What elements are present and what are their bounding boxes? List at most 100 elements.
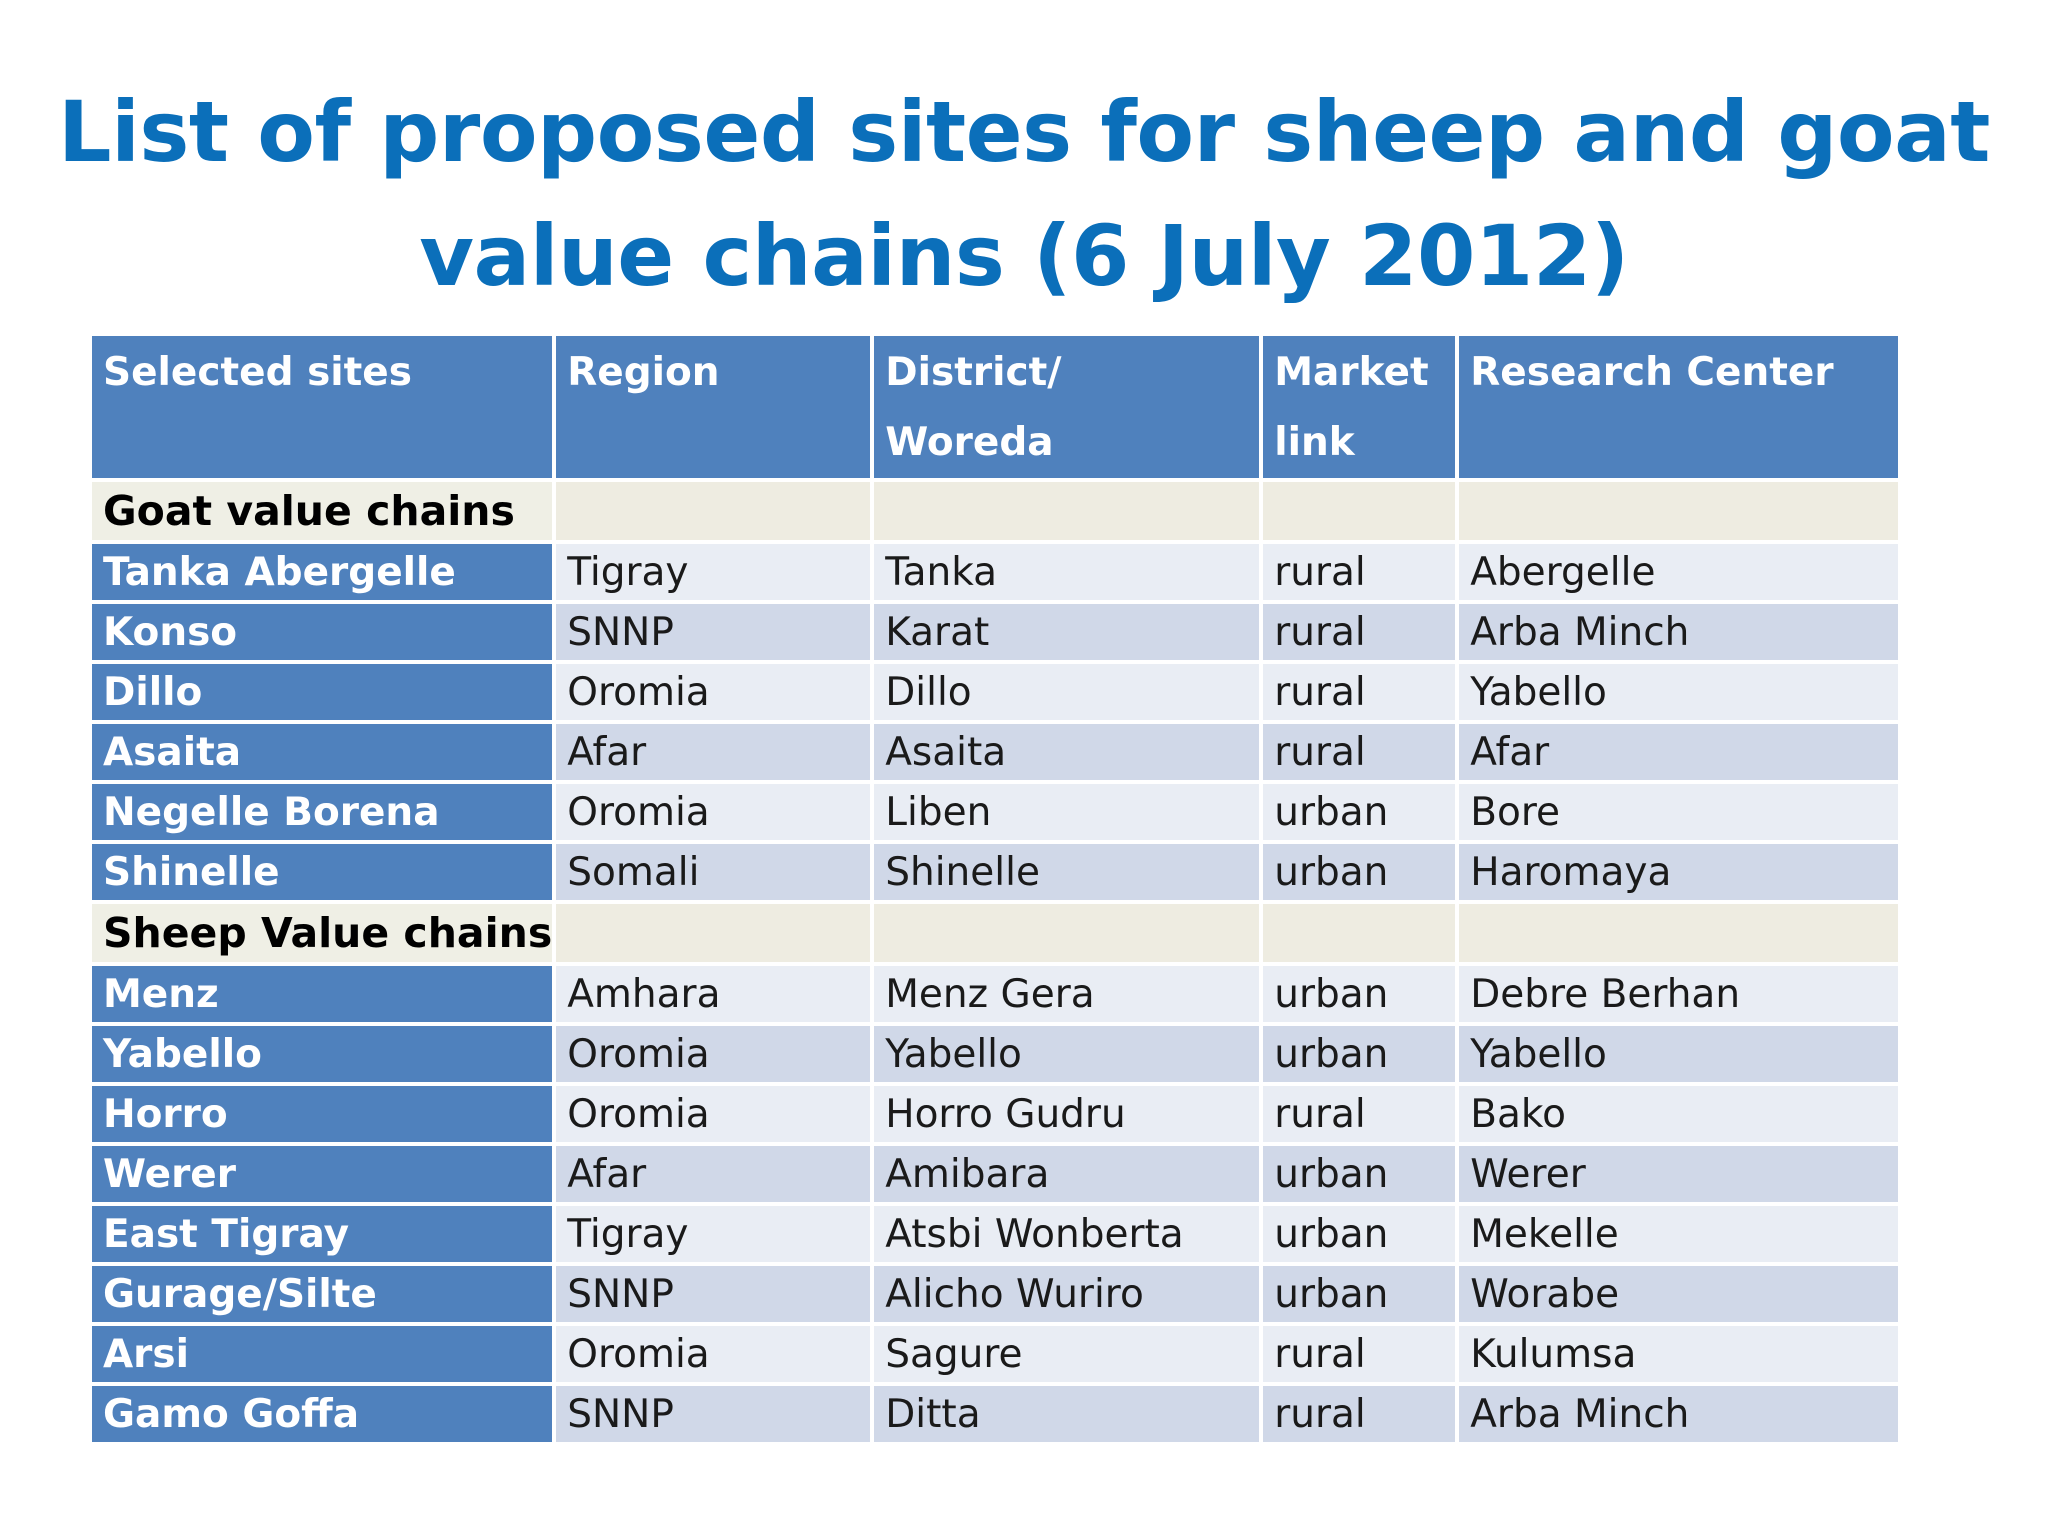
cell-region: Oromia bbox=[552, 1022, 875, 1086]
cell-research-center: Mekelle bbox=[1455, 1202, 1903, 1266]
cell-district: Atsbi Wonberta bbox=[870, 1202, 1264, 1266]
table-row: East Tigray Tigray Atsbi Wonberta urban Meke… bbox=[87, 1202, 1903, 1266]
cell-district: Ditta bbox=[870, 1382, 1264, 1446]
table-row: Tanka Abergelle Tigray Tanka rural Abergelle bbox=[87, 540, 1903, 604]
cell-site: East Tigray bbox=[87, 1202, 557, 1266]
cell-research-center: Yabello bbox=[1455, 660, 1903, 724]
cell-market-link: rural bbox=[1259, 1082, 1460, 1146]
cell-site: Asaita bbox=[87, 720, 557, 784]
cell-market-link: rural bbox=[1259, 1382, 1460, 1446]
group-label: Sheep Value chains bbox=[87, 900, 557, 966]
cell-district: Liben bbox=[870, 780, 1264, 844]
group-header-row: Sheep Value chains bbox=[87, 900, 1903, 966]
group-empty-cell bbox=[1259, 900, 1460, 966]
group-empty-cell bbox=[870, 900, 1264, 966]
sites-table: Selected sites Region District/ Woreda M… bbox=[87, 332, 1903, 1446]
cell-district: Karat bbox=[870, 600, 1264, 664]
cell-site: Gamo Goffa bbox=[87, 1382, 557, 1446]
group-label: Goat value chains bbox=[87, 478, 557, 544]
cell-market-link: urban bbox=[1259, 1262, 1460, 1326]
cell-market-link: rural bbox=[1259, 540, 1460, 604]
table-row: Asaita Afar Asaita rural Afar bbox=[87, 720, 1903, 784]
cell-site: Yabello bbox=[87, 1022, 557, 1086]
cell-region: SNNP bbox=[552, 1262, 875, 1326]
cell-market-link: rural bbox=[1259, 1322, 1460, 1386]
group-empty-cell bbox=[552, 478, 875, 544]
cell-district: Shinelle bbox=[870, 840, 1264, 904]
table-body: Goat value chains Tanka Abergelle Tigray Ta… bbox=[87, 478, 1903, 1446]
header-market-link: Market link bbox=[1259, 332, 1460, 482]
header-district-line-1: District/ bbox=[885, 350, 1062, 395]
cell-site: Dillo bbox=[87, 660, 557, 724]
cell-research-center: Werer bbox=[1455, 1142, 1903, 1206]
group-empty-cell bbox=[870, 478, 1264, 544]
header-district-line-2: Woreda bbox=[885, 420, 1054, 465]
cell-market-link: urban bbox=[1259, 962, 1460, 1026]
cell-research-center: Afar bbox=[1455, 720, 1903, 784]
table-row: Gamo Goffa SNNP Ditta rural Arba Minch bbox=[87, 1382, 1903, 1446]
cell-research-center: Worabe bbox=[1455, 1262, 1903, 1326]
cell-region: Tigray bbox=[552, 1202, 875, 1266]
cell-district: Menz Gera bbox=[870, 962, 1264, 1026]
group-empty-cell bbox=[1455, 900, 1903, 966]
cell-region: Afar bbox=[552, 720, 875, 784]
cell-market-link: urban bbox=[1259, 1202, 1460, 1266]
cell-market-link: rural bbox=[1259, 720, 1460, 784]
cell-region: Oromia bbox=[552, 1082, 875, 1146]
cell-research-center: Bore bbox=[1455, 780, 1903, 844]
table-row: Negelle Borena Oromia Liben urban Bore bbox=[87, 780, 1903, 844]
table-row: Werer Afar Amibara urban Werer bbox=[87, 1142, 1903, 1206]
cell-region: Oromia bbox=[552, 780, 875, 844]
table-row: Horro Oromia Horro Gudru rural Bako bbox=[87, 1082, 1903, 1146]
cell-district: Yabello bbox=[870, 1022, 1264, 1086]
cell-district: Alicho Wuriro bbox=[870, 1262, 1264, 1326]
cell-district: Asaita bbox=[870, 720, 1264, 784]
cell-research-center: Bako bbox=[1455, 1082, 1903, 1146]
cell-market-link: urban bbox=[1259, 1022, 1460, 1086]
cell-district: Horro Gudru bbox=[870, 1082, 1264, 1146]
cell-site: Tanka Abergelle bbox=[87, 540, 557, 604]
cell-research-center: Kulumsa bbox=[1455, 1322, 1903, 1386]
cell-site: Gurage/Silte bbox=[87, 1262, 557, 1326]
cell-market-link: urban bbox=[1259, 1142, 1460, 1206]
table-row: Shinelle Somali Shinelle urban Haromaya bbox=[87, 840, 1903, 904]
table-row: Menz Amhara Menz Gera urban Debre Berhan bbox=[87, 962, 1903, 1026]
cell-site: Menz bbox=[87, 962, 557, 1026]
slide-title: List of proposed sites for sheep and goa… bbox=[0, 70, 2048, 318]
cell-region: Oromia bbox=[552, 1322, 875, 1386]
group-empty-cell bbox=[1259, 478, 1460, 544]
cell-region: Somali bbox=[552, 840, 875, 904]
cell-market-link: rural bbox=[1259, 660, 1460, 724]
cell-site: Werer bbox=[87, 1142, 557, 1206]
cell-region: Tigray bbox=[552, 540, 875, 604]
group-empty-cell bbox=[552, 900, 875, 966]
table-row: Arsi Oromia Sagure rural Kulumsa bbox=[87, 1322, 1903, 1386]
header-region: Region bbox=[552, 332, 875, 482]
cell-research-center: Abergelle bbox=[1455, 540, 1903, 604]
cell-site: Horro bbox=[87, 1082, 557, 1146]
cell-region: Afar bbox=[552, 1142, 875, 1206]
cell-research-center: Yabello bbox=[1455, 1022, 1903, 1086]
group-empty-cell bbox=[1455, 478, 1903, 544]
header-research-center: Research Center bbox=[1455, 332, 1903, 482]
cell-region: Amhara bbox=[552, 962, 875, 1026]
cell-site: Konso bbox=[87, 600, 557, 664]
header-district-woreda: District/ Woreda bbox=[870, 332, 1264, 482]
header-market-line-1: Market bbox=[1274, 350, 1429, 395]
header-selected-sites: Selected sites bbox=[87, 332, 557, 482]
cell-research-center: Arba Minch bbox=[1455, 1382, 1903, 1446]
header-market-line-2: link bbox=[1274, 420, 1355, 465]
cell-research-center: Haromaya bbox=[1455, 840, 1903, 904]
slide-title-line-1: List of proposed sites for sheep and goa… bbox=[58, 83, 1990, 181]
cell-district: Sagure bbox=[870, 1322, 1264, 1386]
table-row: Konso SNNP Karat rural Arba Minch bbox=[87, 600, 1903, 664]
table-row: Yabello Oromia Yabello urban Yabello bbox=[87, 1022, 1903, 1086]
cell-site: Shinelle bbox=[87, 840, 557, 904]
cell-district: Dillo bbox=[870, 660, 1264, 724]
cell-district: Tanka bbox=[870, 540, 1264, 604]
cell-region: Oromia bbox=[552, 660, 875, 724]
cell-district: Amibara bbox=[870, 1142, 1264, 1206]
cell-region: SNNP bbox=[552, 1382, 875, 1446]
cell-region: SNNP bbox=[552, 600, 875, 664]
cell-market-link: rural bbox=[1259, 600, 1460, 664]
